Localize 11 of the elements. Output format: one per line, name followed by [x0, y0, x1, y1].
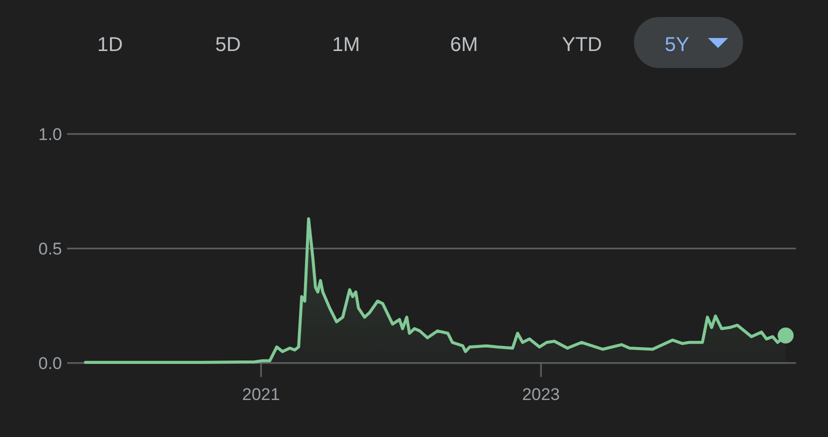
text: YTD	[562, 34, 602, 56]
y-tick-label: 0.0	[38, 354, 62, 373]
text: 1M	[332, 34, 360, 56]
x-tick-label: 2023	[522, 385, 560, 404]
y-tick-label: 0.5	[38, 240, 62, 258]
x-tick-label: 2021	[242, 385, 280, 404]
text: 5Y	[664, 34, 690, 56]
text: 6M	[450, 34, 478, 56]
text: 5D	[215, 34, 241, 56]
y-tick-label: 1.0	[38, 125, 62, 144]
text: 1D	[97, 34, 123, 56]
